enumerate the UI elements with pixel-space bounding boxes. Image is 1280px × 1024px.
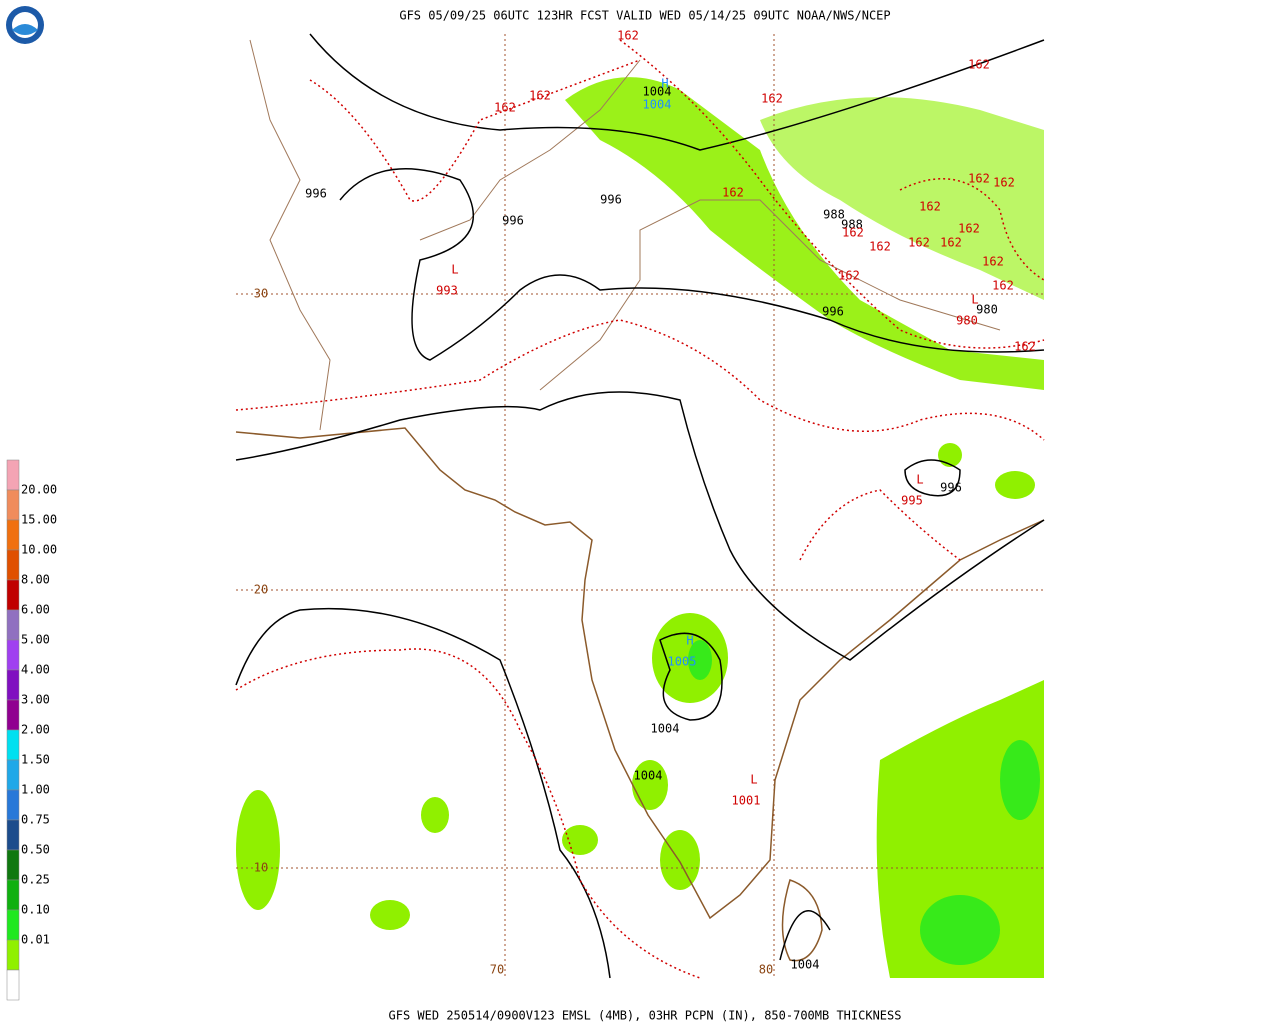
precip (236, 77, 1044, 978)
center-symbol: L (971, 293, 978, 307)
center-value: 995 (901, 494, 923, 508)
borders (249, 39, 1001, 431)
legend-label: 2.00 (21, 723, 50, 737)
thickness-label: 162 (919, 200, 941, 214)
legend-swatch (6, 879, 20, 911)
legend-swatch (6, 729, 20, 761)
legend-label: 20.00 (21, 483, 57, 497)
thickness-label: 162 (842, 226, 864, 240)
isobar-label: 988 (823, 208, 845, 222)
grid-label: 30 (254, 287, 268, 301)
legend-label: 0.10 (21, 903, 50, 917)
legend-swatch (6, 849, 20, 881)
isobar-label: 1004 (791, 958, 820, 972)
isobar-label: 988 (841, 218, 863, 232)
isobar-label: 1004 (651, 722, 680, 736)
thickness-label: 162 (1014, 340, 1036, 354)
legend-swatch (6, 609, 20, 641)
legend-swatch (6, 579, 20, 611)
thickness-label: 162 (722, 186, 744, 200)
thickness-label: 162 (838, 269, 860, 283)
isobar-label: 996 (502, 214, 524, 228)
legend-swatch (6, 489, 20, 521)
footer: GFS WED 250514/0900V123 EMSL (4MB), 03HR… (389, 1009, 902, 1023)
grid-label: 20 (254, 583, 268, 597)
thickness-label: 162 (968, 172, 990, 186)
legend-swatch (6, 549, 20, 581)
thickness-label: 162 (993, 176, 1015, 190)
thickness-contours (235, 39, 1045, 979)
legend-label: 4.00 (21, 663, 50, 677)
thickness-label: 162 (958, 222, 980, 236)
legend-swatch (6, 789, 20, 821)
legend-swatch (6, 759, 20, 791)
center-symbol: L (916, 473, 923, 487)
legend-label: 3.00 (21, 693, 50, 707)
legend-label: 0.01 (21, 933, 50, 947)
legend-label: 1.50 (21, 753, 50, 767)
legend-label: 1.00 (21, 783, 50, 797)
center-value: 980 (956, 314, 978, 328)
title: GFS 05/09/25 06UTC 123HR FCST VALID WED … (399, 9, 890, 23)
coastline (235, 427, 1045, 962)
isobar-label: 996 (600, 193, 622, 207)
thickness-label: 162 (529, 89, 551, 103)
isobar-label: 996 (940, 481, 962, 495)
isobar-label: 996 (305, 187, 327, 201)
thickness-label: 162 (617, 29, 639, 43)
legend-label: 8.00 (21, 573, 50, 587)
legend-label: 15.00 (21, 513, 57, 527)
legend-swatch (6, 909, 20, 941)
legend-label: 0.50 (21, 843, 50, 857)
center-symbol: L (451, 263, 458, 277)
legend-swatch (6, 519, 20, 551)
isobar-label: 1004 (643, 85, 672, 99)
center-symbol: H (661, 77, 668, 91)
thickness-label: 162 (761, 92, 783, 106)
legend-swatch (6, 639, 20, 671)
legend-label: 0.25 (21, 873, 50, 887)
grid-label: 10 (254, 861, 268, 875)
legend-swatch (6, 939, 20, 971)
isobar-label: 980 (976, 303, 998, 317)
thickness-label: 162 (908, 236, 930, 250)
legend-label: 10.00 (21, 543, 57, 557)
thickness-label: 162 (968, 58, 990, 72)
legend-label: 6.00 (21, 603, 50, 617)
grid-label: 80 (759, 963, 773, 977)
center-symbol: L (750, 773, 757, 787)
legend-swatch (6, 459, 20, 491)
legend-label: 0.75 (21, 813, 50, 827)
center-value: 1005 (668, 655, 697, 669)
center-value: 1004 (643, 98, 672, 112)
legend-swatch (6, 819, 20, 851)
legend-swatch (6, 699, 20, 731)
isobar-label: 996 (822, 305, 844, 319)
thickness-label: 162 (494, 101, 516, 115)
legend-label: 5.00 (21, 633, 50, 647)
legend-swatch (6, 969, 20, 1001)
center-value: 1001 (732, 794, 761, 808)
grid-label: 70 (490, 963, 504, 977)
isobars (235, 33, 1045, 979)
color-legend: 20.00 15.00 10.00 8.00 6.00 5.00 4.00 3.00 2.00 1… (6, 459, 57, 1001)
center-value: 993 (436, 284, 458, 298)
thickness-label: 162 (869, 240, 891, 254)
thickness-label: 162 (992, 279, 1014, 293)
noaa-logo (6, 6, 44, 44)
thickness-label: 162 (982, 255, 1004, 269)
thickness-label: 162 (940, 236, 962, 250)
legend-swatch (6, 669, 20, 701)
isobar-label: 1004 (634, 769, 663, 783)
center-symbol: H (686, 634, 693, 648)
